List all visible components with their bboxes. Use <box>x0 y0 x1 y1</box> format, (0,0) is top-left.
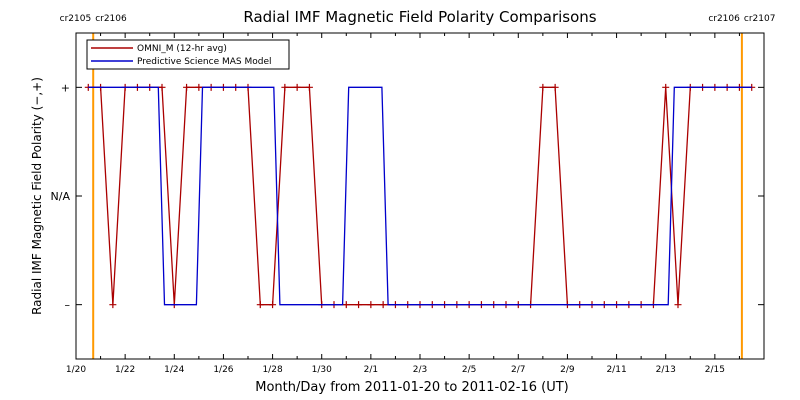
carrington-label-right: cr2107 <box>744 14 776 24</box>
series-point-0 <box>539 83 547 91</box>
chart-title: Radial IMF Magnetic Field Polarity Compa… <box>243 8 596 26</box>
y-tick-label: N/A <box>51 190 71 203</box>
y-axis-ticks: + N/A – <box>51 81 764 312</box>
series-point-0 <box>183 83 191 91</box>
series-point-0 <box>342 301 350 309</box>
x-tick-label: 1/26 <box>213 365 233 375</box>
x-tick-label: 2/5 <box>462 365 476 375</box>
x-tick-label: 1/28 <box>262 365 282 375</box>
y-tick-label: – <box>65 299 71 312</box>
x-tick-label: 2/7 <box>511 365 525 375</box>
series-point-0 <box>355 301 363 309</box>
x-tick-label: 1/22 <box>115 365 135 375</box>
x-tick-label: 2/11 <box>606 365 626 375</box>
x-tick-label: 2/1 <box>364 365 378 375</box>
series-point-0 <box>379 301 387 309</box>
x-tick-label: 2/9 <box>560 365 575 375</box>
series-point-0 <box>109 301 117 309</box>
x-tick-label: 1/24 <box>164 365 184 375</box>
series-point-0 <box>662 83 670 91</box>
series-point-0 <box>256 301 264 309</box>
carrington-label-left: cr2106 <box>708 14 740 24</box>
x-axis-label: Month/Day from 2011-01-20 to 2011-02-16 … <box>255 380 568 395</box>
series-point-0 <box>281 83 289 91</box>
series-point-0 <box>305 83 313 91</box>
series-point-0 <box>551 83 559 91</box>
legend-label-mas: Predictive Science MAS Model <box>137 57 272 67</box>
x-tick-label: 2/3 <box>413 365 427 375</box>
series-point-0 <box>367 301 375 309</box>
legend: OMNI_M (12-hr avg) Predictive Science MA… <box>86 39 290 70</box>
series-point-0 <box>195 83 203 91</box>
x-tick-label: 2/13 <box>656 365 676 375</box>
x-tick-label: 1/30 <box>312 365 332 375</box>
y-axis-label: Radial IMF Magnetic Field Polarity (−,+) <box>30 77 44 315</box>
series-point-0 <box>674 301 682 309</box>
legend-label-omni: OMNI_M (12-hr avg) <box>137 44 227 54</box>
carrington-label-left: cr2105 <box>60 14 92 24</box>
x-tick-label: 1/20 <box>66 365 86 375</box>
y-tick-label: + <box>61 81 70 94</box>
carrington-label-right: cr2106 <box>95 14 127 24</box>
x-axis-ticks: 1/20 1/22 1/24 1/26 1/28 1/30 2/1 2/3 2/5 2/7 2/9 2… <box>66 33 740 375</box>
legend-box <box>86 39 290 70</box>
series-group <box>84 83 756 309</box>
series-point-0 <box>293 83 301 91</box>
x-tick-label: 2/15 <box>705 365 725 375</box>
series-point-0 <box>158 83 166 91</box>
series-line-1 <box>88 86 752 306</box>
carrington-labels: cr2105 cr2106 cr2106 cr2107 <box>60 14 776 24</box>
series-point-0 <box>269 301 277 309</box>
